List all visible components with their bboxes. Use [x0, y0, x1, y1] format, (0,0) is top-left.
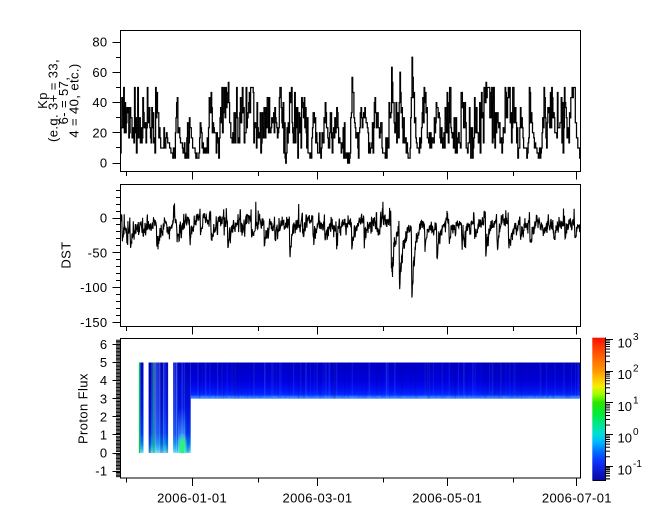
svg-text:4 = 40, etc.): 4 = 40, etc.) [67, 63, 82, 137]
svg-text:(e.g. 3+ = 33,: (e.g. 3+ = 33, [46, 59, 61, 142]
svg-text:10: 10 [618, 462, 632, 477]
svg-text:0: 0 [100, 211, 108, 226]
svg-text:60: 60 [92, 65, 107, 80]
svg-text:20: 20 [92, 125, 107, 140]
svg-text:10: 10 [618, 399, 632, 414]
svg-text:2006-01-01: 2006-01-01 [157, 491, 227, 506]
svg-text:10: 10 [618, 336, 632, 351]
svg-text:2006-05-01: 2006-05-01 [412, 491, 482, 506]
svg-text:-100: -100 [80, 280, 107, 295]
svg-text:DST: DST [59, 241, 74, 268]
svg-text:1: 1 [100, 428, 108, 443]
svg-text:0: 0 [100, 446, 108, 461]
svg-text:-150: -150 [80, 315, 107, 330]
svg-text:-1: -1 [633, 459, 642, 470]
svg-text:Kp: Kp [35, 92, 50, 109]
svg-text:10: 10 [618, 431, 632, 446]
svg-text:4: 4 [100, 373, 108, 388]
svg-text:10: 10 [618, 367, 632, 382]
svg-text:Proton Flux: Proton Flux [75, 373, 90, 444]
svg-text:40: 40 [92, 95, 107, 110]
svg-text:80: 80 [92, 35, 107, 50]
svg-text:2006-07-01: 2006-07-01 [542, 491, 612, 506]
svg-text:0: 0 [633, 427, 639, 438]
svg-text:6- = 57,: 6- = 57, [56, 77, 71, 125]
svg-text:6: 6 [100, 337, 108, 352]
svg-text:2: 2 [100, 409, 108, 424]
svg-text:3: 3 [633, 332, 639, 343]
svg-text:1: 1 [633, 395, 639, 406]
svg-text:0: 0 [100, 156, 108, 171]
svg-text:5: 5 [100, 355, 108, 370]
svg-text:-50: -50 [88, 245, 108, 260]
svg-text:2006-03-01: 2006-03-01 [283, 491, 353, 506]
svg-text:3: 3 [100, 391, 108, 406]
svg-text:2: 2 [633, 364, 639, 375]
svg-text:-1: -1 [95, 464, 107, 479]
